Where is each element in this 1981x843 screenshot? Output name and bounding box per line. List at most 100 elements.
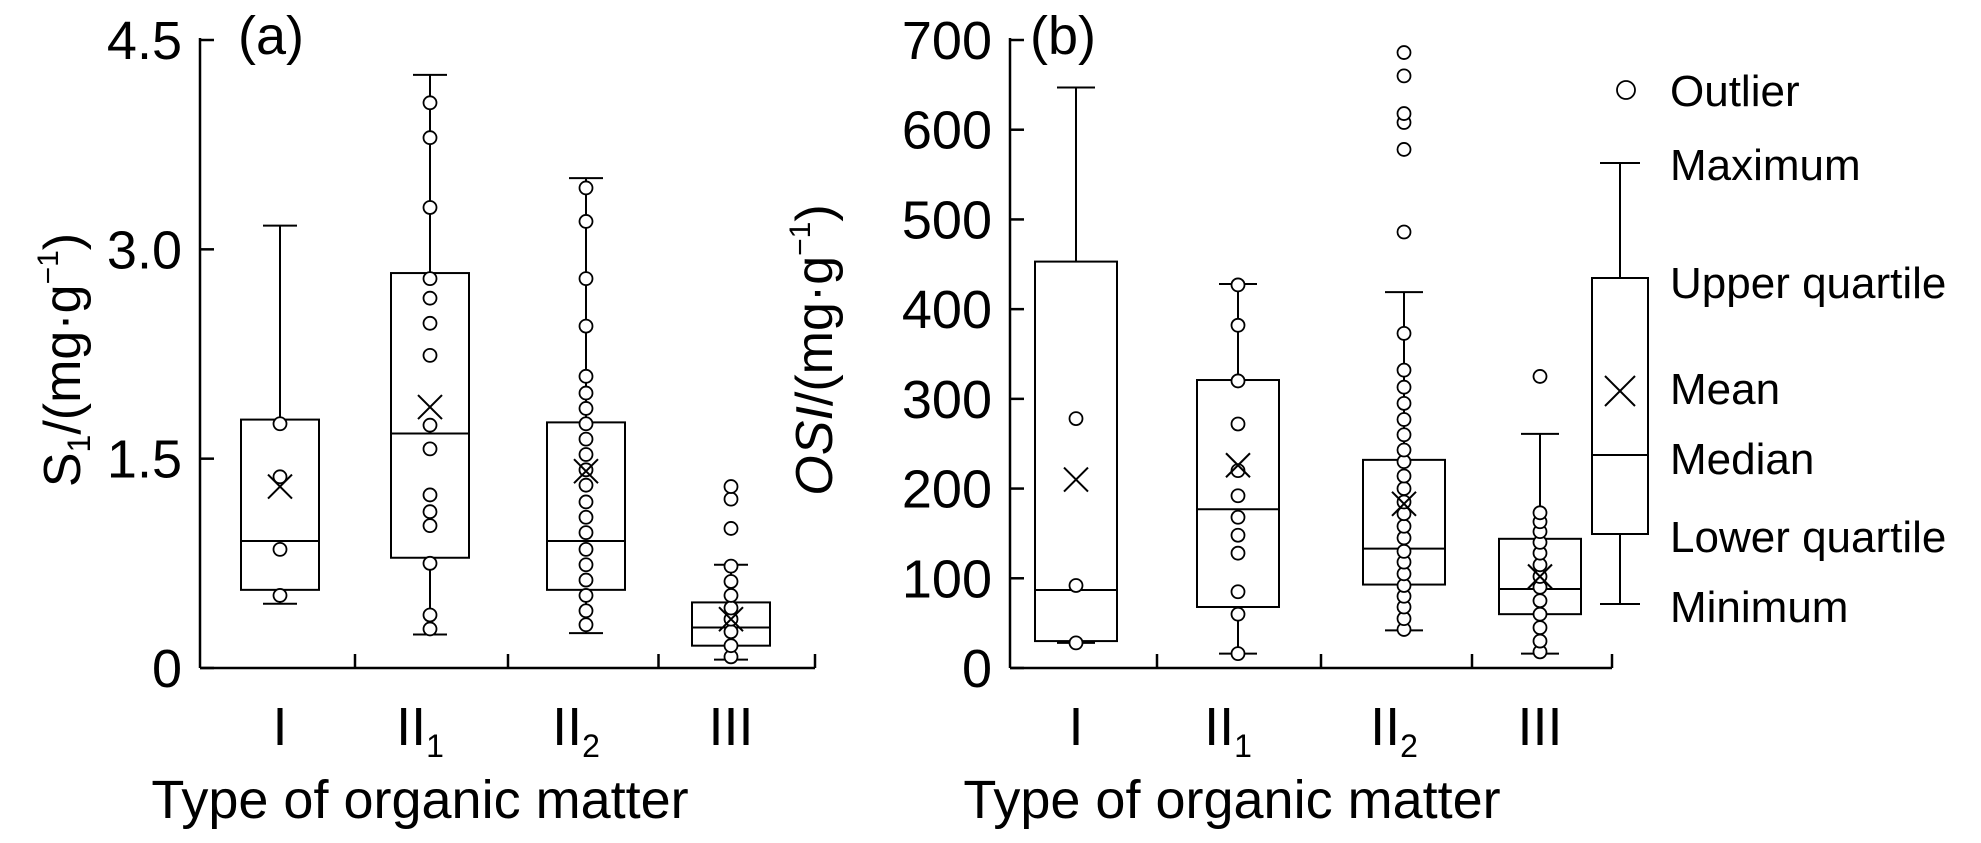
panel-b-data-point xyxy=(1230,584,1246,600)
panel-b-data-point xyxy=(1230,646,1246,662)
panel-a-data-point xyxy=(578,431,594,447)
panel-b-data-point xyxy=(1230,488,1246,504)
panel-a-data-point xyxy=(578,617,594,633)
panel-a-data-point xyxy=(578,385,594,401)
panel-a-data-point xyxy=(272,588,288,603)
panel-b-data-point xyxy=(1532,633,1548,649)
panel-a-data-point xyxy=(578,447,594,462)
panel-a-category-label: II1 xyxy=(396,697,444,764)
panel-a-data-point xyxy=(578,214,594,229)
panel-b-box-group xyxy=(1362,45,1446,637)
panel-a-y-tick-label: 1.5 xyxy=(107,430,182,490)
panel-a-data-point xyxy=(723,521,739,536)
panel-a-box-group xyxy=(390,73,470,637)
panel-a-data-point xyxy=(578,557,594,573)
panel-b-ylabel-main: OSI xyxy=(786,406,844,496)
panel-b-ylabel-unit-close: ) xyxy=(786,204,844,221)
panel-a-data-point xyxy=(422,95,438,111)
legend-upper-quartile-label: Upper quartile xyxy=(1670,259,1946,308)
panel-a-data-point xyxy=(578,509,594,525)
panel-b-y-tick-label: 700 xyxy=(902,11,992,71)
panel-a-data-point xyxy=(578,368,594,384)
panel-b-ylabel: OSI/(mg·g−1) xyxy=(784,204,844,495)
panel-b-data-point xyxy=(1396,224,1412,240)
panel-b-y-tick-label: 300 xyxy=(902,370,992,430)
panel-a-data-point xyxy=(422,607,438,623)
panel-b-data-point xyxy=(1396,45,1412,60)
panel-a-data-point xyxy=(422,315,438,331)
panel-a-data-point xyxy=(422,504,438,520)
panel-b-category-label: II1 xyxy=(1204,697,1252,764)
panel-b-mean-marker xyxy=(1063,466,1089,493)
legend-box xyxy=(1591,277,1649,535)
panel-b-y-tick-label: 100 xyxy=(902,549,992,609)
panel-b-category-label: III xyxy=(1517,697,1562,757)
legend-lower-quartile-label: Lower quartile xyxy=(1670,513,1946,562)
panel-b-data-point xyxy=(1230,277,1246,293)
panel-a-data-point xyxy=(723,600,739,616)
panel-b-y-tick-label: 200 xyxy=(902,460,992,520)
panel-a-data-point xyxy=(422,271,438,287)
panel-a-box-group xyxy=(240,224,320,605)
panel-a-data-point xyxy=(422,290,438,306)
panel-a-data-point xyxy=(422,441,438,457)
panel-a-data-point xyxy=(272,416,288,432)
panel-b-data-point xyxy=(1532,620,1548,636)
panel-b-data-point xyxy=(1230,416,1246,432)
panel-a-data-point xyxy=(578,603,594,619)
panel-b-y-tick-label: 400 xyxy=(902,280,992,340)
panel-a-data-point xyxy=(422,130,438,146)
panel-a-data-point xyxy=(578,318,594,334)
panel-a-data-point xyxy=(578,541,594,557)
panel-a-data-point xyxy=(578,477,594,493)
panel-b-data-point xyxy=(1396,379,1412,395)
panel-b-data-point xyxy=(1532,593,1548,609)
panel-b-data-point xyxy=(1532,606,1548,622)
panel-b-data-point xyxy=(1396,142,1412,157)
panel-a-ylabel-main: S xyxy=(34,452,92,487)
panel-a-iqr-box xyxy=(240,418,320,591)
panel-b-data-point xyxy=(1396,412,1412,427)
panel-a-data-point xyxy=(578,525,594,541)
panel-a-box-group xyxy=(546,177,626,635)
panel-a-box-group xyxy=(691,479,771,665)
panel-b-mean-marker xyxy=(1391,491,1417,517)
panel-b-category-label: I xyxy=(1068,697,1083,757)
legend: Outlier Maximum Upper quartile Mean Medi… xyxy=(1591,67,1946,632)
panel-b-data-point xyxy=(1532,369,1548,384)
legend-mean-mark-b xyxy=(1604,375,1636,407)
panel-b-data-point xyxy=(1396,395,1412,411)
panel-a-data-point xyxy=(578,588,594,603)
panel-b-data-point xyxy=(1396,543,1412,559)
panel-a-data-point xyxy=(723,588,739,603)
panel-b-category-label: II2 xyxy=(1370,697,1418,764)
panel-a-data-point xyxy=(422,555,438,571)
panel-a-ylabel-sub: 1 xyxy=(61,435,97,453)
panel-b-label: (b) xyxy=(1030,6,1096,66)
panel-b-ylabel-unit-open: /(mg·g xyxy=(786,256,844,406)
panel-b-data-point xyxy=(1396,494,1412,510)
panel-b-data-point xyxy=(1532,505,1548,521)
panel-b-data-point xyxy=(1230,545,1246,561)
panel-a: (a) Type of organic matter S1/(mg·g−1) 0… xyxy=(32,6,817,830)
panel-a-data-point xyxy=(422,347,438,363)
panel-b-mean-marker xyxy=(1527,563,1553,590)
panel-b-data-point xyxy=(1068,578,1084,593)
panel-b-data-point xyxy=(1396,468,1412,484)
panel-b-y-tick-label: 500 xyxy=(902,190,992,250)
panel-b-data-point xyxy=(1396,427,1412,443)
panel-b-data-point xyxy=(1396,106,1412,121)
panel-a-ylabel: S1/(mg·g−1) xyxy=(32,233,97,487)
panel-a-xlabel: Type of organic matter xyxy=(151,770,688,830)
legend-median-label: Median xyxy=(1670,435,1814,484)
panel-a-data-point xyxy=(422,200,438,215)
panel-a-ylabel-unit-close: ) xyxy=(34,233,92,250)
panel-a-y-tick-label: 0 xyxy=(152,639,182,699)
panel-a-data-point xyxy=(422,417,438,433)
panel-a-mean-marker xyxy=(267,473,293,500)
panel-b-data-point xyxy=(1396,362,1412,378)
panel-b-data-point xyxy=(1396,442,1412,458)
panel-b: (b) Type of organic matter OSI/(mg·g−1) … xyxy=(784,6,1614,830)
panel-a-mean-marker xyxy=(417,394,443,420)
